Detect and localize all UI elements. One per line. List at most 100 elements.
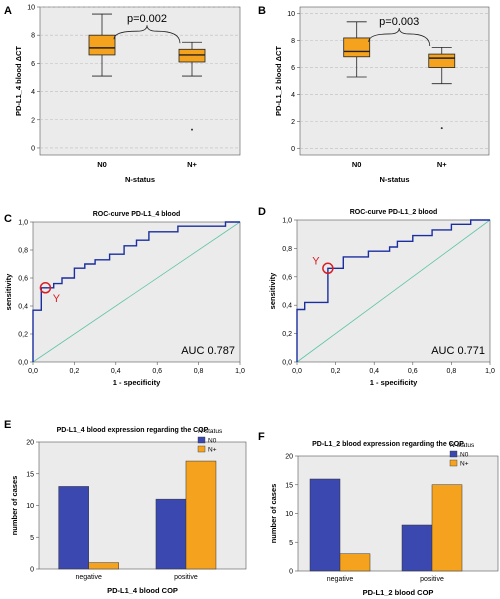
y-tick-label: 10 — [27, 5, 35, 12]
bar-positive-n0 — [155, 498, 187, 570]
x-tick-label: 0,2 — [70, 368, 80, 375]
y-tick-label: 0,2 — [18, 332, 28, 339]
y-axis-title: number of cases — [269, 484, 278, 544]
y-tick-label: 10 — [287, 11, 295, 18]
y-axis-title: sensitivity — [4, 273, 13, 311]
x-tick-label: 0,6 — [152, 368, 162, 375]
y-axis-title: PD-L1_4 blood ΔCT — [14, 46, 23, 116]
boxplot-pdl1-2: 0 2 4 6 8 10 N0 N+ p=0.003 N-status PD-L1_2 blood … — [274, 6, 490, 184]
y-tick-label: 10 — [285, 511, 293, 518]
x-tick-label: positive — [420, 576, 444, 583]
chart-title: PD-L1_2 blood expression regarding the C… — [312, 441, 464, 448]
x-tick-label: negative — [75, 574, 102, 581]
panel-label-c: C — [4, 213, 12, 225]
y-tick-label: 20 — [26, 440, 34, 447]
y-axis-title: sensitivity — [268, 272, 277, 310]
bar-chart-pdl1-4-cop: PD-L1_4 blood expression regarding the C… — [10, 427, 247, 595]
y-tick-label: 2 — [291, 119, 295, 126]
cutoff-marker-label: Y — [312, 255, 320, 267]
box-N0 — [343, 37, 371, 58]
y-tick-label: 2 — [31, 117, 35, 124]
plot-area — [39, 6, 241, 156]
outlier-point — [440, 127, 443, 130]
bar-negative-nplus — [88, 562, 119, 570]
significance-bracket — [113, 25, 181, 44]
panel-label-d: D — [258, 206, 266, 218]
y-tick-label: 6 — [31, 61, 35, 68]
x-tick-label: 1,0 — [235, 368, 245, 375]
roc-curve-pdl1-2: ROC-curve PD-L1_2 blood 0,0 0,2 0,4 0,6 0,8 1,… — [268, 209, 495, 387]
y-tick-label: 0,8 — [282, 246, 292, 253]
y-tick-label: 0,6 — [282, 274, 292, 281]
y-tick-label: 0,8 — [18, 248, 28, 255]
x-tick-label: 0,0 — [28, 368, 38, 375]
plot-area — [299, 6, 490, 156]
y-axis-title: number of cases — [10, 476, 19, 536]
panel-label-f: F — [258, 431, 265, 443]
y-tick-label: 0,0 — [18, 360, 28, 367]
roc-curve-line — [296, 219, 490, 362]
y-tick-label: 0 — [30, 567, 34, 574]
x-axis-title: 1 - specificity — [113, 378, 161, 387]
chart-title: ROC-curve PD-L1_4 blood — [93, 211, 181, 218]
y-tick-label: 20 — [285, 454, 293, 461]
y-tick-label: 1,0 — [18, 220, 28, 227]
x-tick-label: 0,0 — [292, 368, 302, 375]
x-axis-title: PD-L1_4 blood COP — [107, 586, 178, 595]
legend-title: N-status — [198, 428, 223, 435]
x-tick-label: 0,4 — [369, 368, 379, 375]
y-tick-label: 5 — [30, 535, 34, 542]
x-tick-label: 0,8 — [447, 368, 457, 375]
y-tick-label: 0 — [31, 145, 35, 152]
x-tick-label: 0,2 — [331, 368, 341, 375]
roc-curve-pdl1-4: ROC-curve PD-L1_4 blood 0,0 0,2 0,4 0,6 0,8 1,… — [4, 211, 245, 387]
x-tick-label: 0,8 — [194, 368, 204, 375]
y-tick-label: 10 — [26, 503, 34, 510]
y-tick-label: 6 — [291, 65, 295, 72]
bar-positive-nplus — [185, 460, 217, 570]
p-value-annotation: p=0.002 — [127, 13, 167, 25]
y-tick-label: 15 — [285, 482, 293, 489]
y-tick-label: 0 — [291, 146, 295, 153]
legend-label-n0: N0 — [208, 438, 217, 445]
y-tick-label: 1,0 — [282, 218, 292, 225]
y-tick-label: 0,4 — [18, 304, 28, 311]
y-tick-label: 0,0 — [282, 360, 292, 367]
roc-curve-line — [32, 221, 240, 362]
optimal-cutoff-marker — [322, 262, 334, 275]
y-tick-label: 8 — [31, 33, 35, 40]
x-tick-label: 0,4 — [111, 368, 121, 375]
auc-annotation: AUC 0.787 — [181, 345, 235, 357]
y-tick-label: 15 — [26, 471, 34, 478]
legend-swatch-nplus — [449, 459, 458, 467]
panel-label-a: A — [4, 5, 12, 17]
p-value-annotation: p=0.003 — [379, 16, 419, 28]
bar-positive-nplus — [431, 484, 463, 572]
x-tick-label: N0 — [97, 160, 107, 169]
reference-diagonal — [32, 221, 241, 363]
x-tick-label: 0,6 — [408, 368, 418, 375]
y-tick-label: 0,4 — [282, 303, 292, 310]
x-tick-label: positive — [174, 574, 198, 581]
y-tick-label: 4 — [291, 92, 295, 99]
legend-label-n0: N0 — [460, 452, 469, 459]
y-tick-label: 0,2 — [282, 331, 292, 338]
outlier-point — [191, 128, 193, 131]
legend-title: N-status — [450, 442, 475, 449]
reference-diagonal — [296, 219, 491, 363]
panel-label-b: B — [258, 5, 266, 17]
box-N0 — [88, 34, 116, 56]
y-tick-label: 5 — [289, 540, 293, 547]
auc-annotation: AUC 0.771 — [431, 345, 485, 357]
panel-label-e: E — [4, 419, 11, 431]
legend-label-nplus: N+ — [208, 447, 217, 454]
y-tick-label: 0,6 — [18, 276, 28, 283]
y-tick-label: 8 — [291, 38, 295, 45]
optimal-cutoff-marker — [39, 282, 52, 294]
chart-title: ROC-curve PD-L1_2 blood — [350, 209, 438, 216]
bar-negative-nplus — [339, 553, 371, 572]
x-axis-title: N-status — [125, 175, 155, 184]
bar-chart-pdl1-2-cop: PD-L1_2 blood expression regarding the C… — [269, 441, 499, 597]
legend-swatch-n0 — [449, 450, 458, 458]
